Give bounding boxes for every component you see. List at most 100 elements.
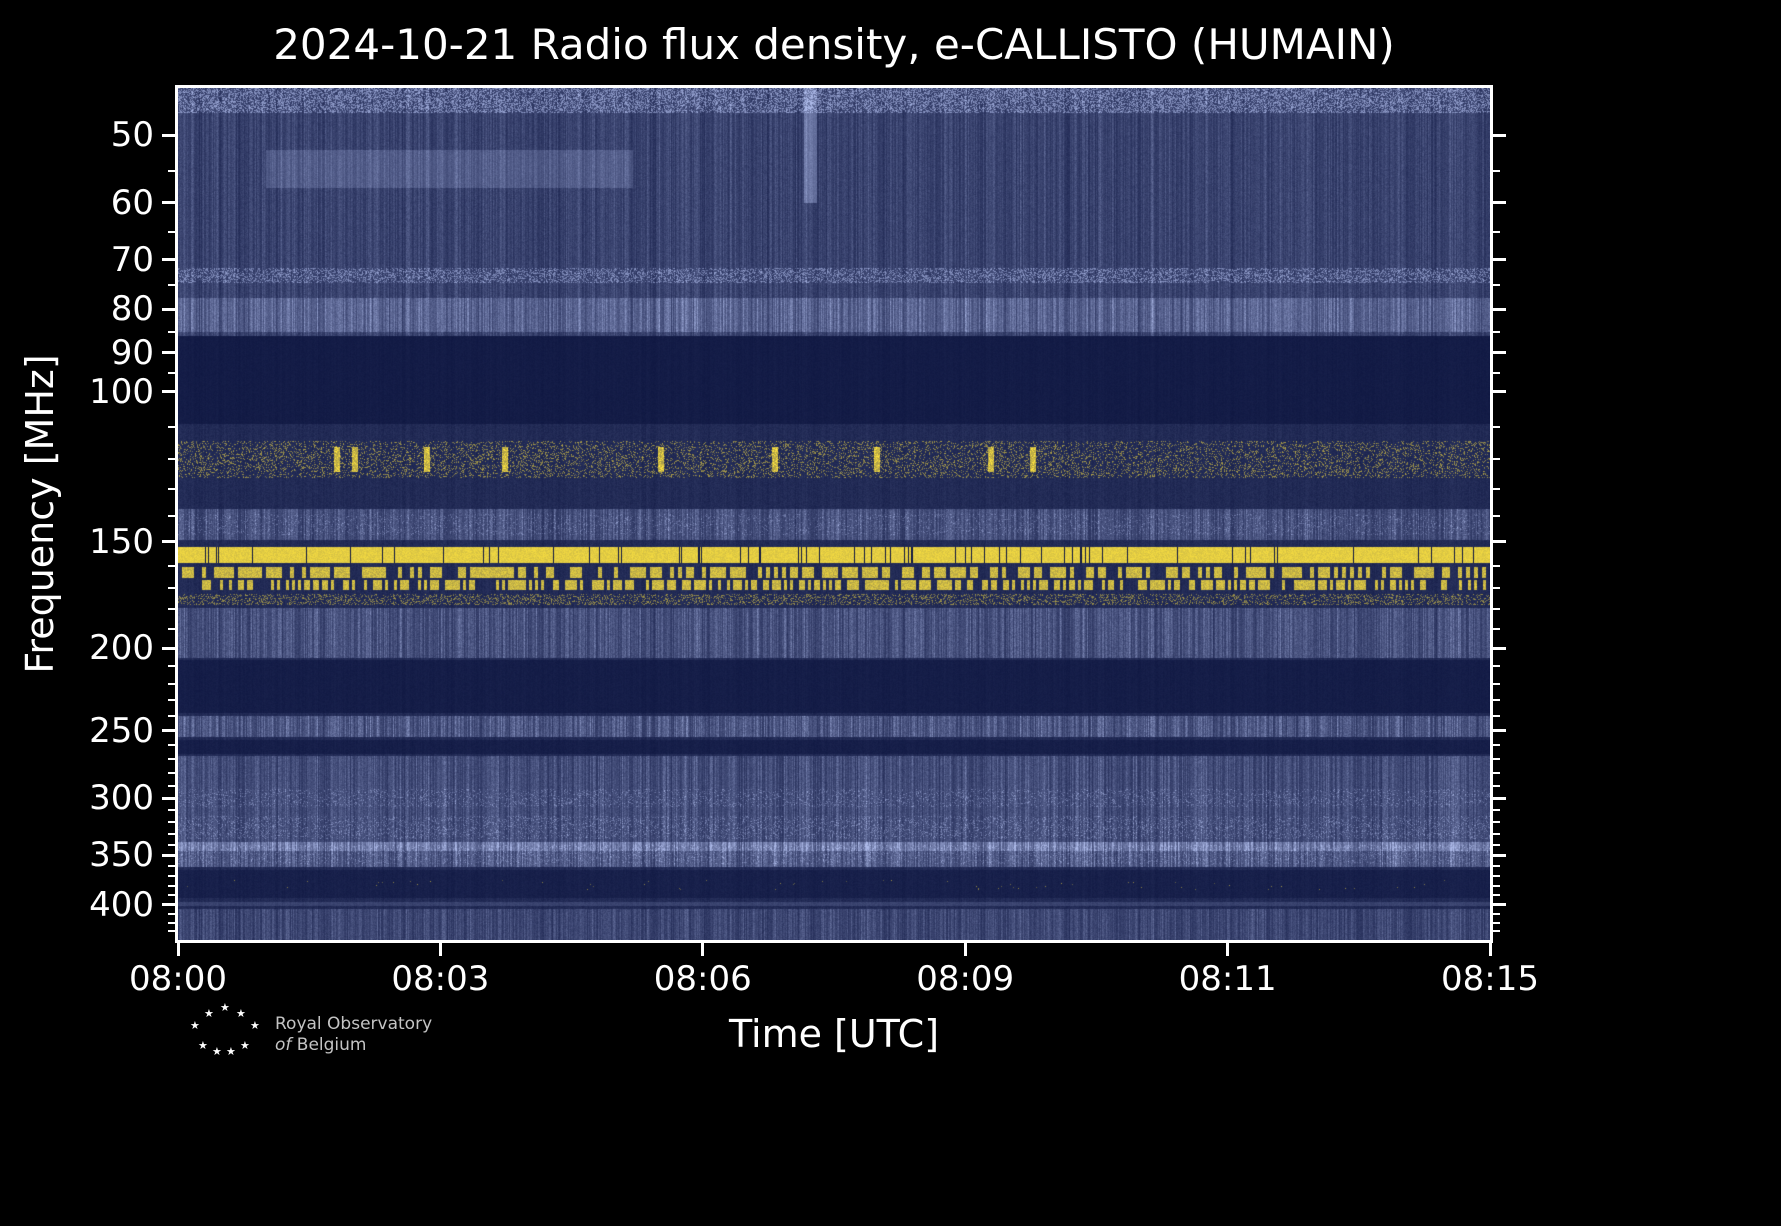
- rob-logo-text: Royal Observatory of Belgium: [275, 1014, 432, 1056]
- tick-mark: [162, 903, 175, 907]
- tick-mark: [1226, 943, 1230, 956]
- tick-mark: [168, 169, 175, 172]
- tick-mark: [1493, 169, 1500, 172]
- tick-mark: [1493, 390, 1506, 394]
- tick-mark: [168, 912, 175, 915]
- tick-mark: [1493, 258, 1506, 262]
- tick-mark: [168, 330, 175, 333]
- tick-mark: [1493, 843, 1500, 846]
- tick-mark: [1493, 231, 1500, 234]
- tick-mark: [168, 515, 175, 518]
- tick-mark: [1493, 371, 1500, 374]
- y-tick-label: 350: [89, 835, 154, 876]
- tick-mark: [1493, 729, 1506, 733]
- tick-mark: [1493, 758, 1500, 761]
- tick-mark: [1493, 608, 1500, 611]
- y-tick-label: 250: [89, 710, 154, 751]
- tick-mark: [1493, 796, 1506, 800]
- tick-mark: [1493, 682, 1500, 685]
- tick-mark: [1493, 853, 1506, 857]
- tick-mark: [168, 832, 175, 835]
- tick-mark: [162, 796, 175, 800]
- y-tick-label: 100: [89, 371, 154, 412]
- rob-logo-line1: Royal Observatory: [275, 1014, 433, 1034]
- star-icon: ★: [236, 1007, 246, 1020]
- tick-mark: [1493, 784, 1500, 787]
- tick-mark: [168, 921, 175, 924]
- star-icon: ★: [226, 1045, 236, 1058]
- tick-mark: [1493, 587, 1500, 590]
- tick-mark: [1493, 809, 1500, 812]
- tick-mark: [1493, 426, 1500, 429]
- tick-mark: [1493, 330, 1500, 333]
- chart-title: 2024-10-21 Radio flux density, e-CALLIST…: [273, 20, 1395, 69]
- tick-mark: [168, 587, 175, 590]
- star-icon: ★: [212, 1045, 222, 1058]
- tick-mark: [168, 864, 175, 867]
- x-tick-label: 08:09: [916, 959, 1015, 999]
- tick-mark: [162, 201, 175, 205]
- tick-mark: [168, 458, 175, 461]
- rob-logo-line2-belgium: Belgium: [291, 1035, 367, 1055]
- rob-logo-line2: of Belgium: [275, 1035, 432, 1056]
- rob-logo: ★ ★ ★ ★ ★ ★ ★ ★ ★ Royal Observatory of Belgium: [182, 1000, 482, 1066]
- star-icon: ★: [204, 1007, 214, 1020]
- tick-mark: [168, 784, 175, 787]
- tick-mark: [162, 258, 175, 262]
- tick-mark: [168, 714, 175, 717]
- tick-mark: [963, 943, 967, 956]
- tick-mark: [168, 284, 175, 287]
- tick-mark: [168, 426, 175, 429]
- tick-mark: [1493, 884, 1500, 887]
- x-tick-label: 08:15: [1441, 959, 1539, 999]
- tick-mark: [1493, 874, 1500, 877]
- y-tick-label: 400: [89, 884, 154, 925]
- tick-mark: [162, 646, 175, 650]
- x-tick-label: 08:00: [129, 959, 227, 999]
- y-tick-label: 150: [89, 521, 154, 562]
- y-tick-label: 50: [110, 115, 154, 156]
- tick-mark: [1493, 284, 1500, 287]
- tick-mark: [168, 821, 175, 824]
- tick-mark: [168, 371, 175, 374]
- tick-mark: [1493, 540, 1506, 544]
- tick-mark: [1493, 665, 1500, 668]
- tick-mark: [168, 608, 175, 611]
- tick-mark: [168, 665, 175, 668]
- tick-mark: [162, 729, 175, 733]
- tick-mark: [162, 390, 175, 394]
- tick-mark: [168, 930, 175, 933]
- tick-mark: [168, 809, 175, 812]
- tick-mark: [701, 943, 705, 956]
- tick-mark: [1493, 714, 1500, 717]
- star-icon: ★: [220, 1001, 230, 1014]
- tick-mark: [162, 351, 175, 355]
- tick-mark: [1493, 903, 1506, 907]
- tick-mark: [1493, 564, 1500, 567]
- tick-mark: [168, 744, 175, 747]
- star-icon: ★: [190, 1019, 200, 1032]
- tick-mark: [162, 133, 175, 137]
- tick-mark: [168, 487, 175, 490]
- tick-mark: [168, 771, 175, 774]
- tick-mark: [438, 943, 442, 956]
- tick-mark: [168, 628, 175, 631]
- tick-mark: [168, 682, 175, 685]
- tick-mark: [168, 874, 175, 877]
- star-icon: ★: [240, 1039, 250, 1052]
- spectrogram-canvas: [178, 88, 1490, 940]
- tick-mark: [1488, 943, 1492, 956]
- tick-mark: [168, 894, 175, 897]
- y-tick-label: 80: [110, 289, 154, 330]
- tick-mark: [1493, 458, 1500, 461]
- tick-mark: [1493, 821, 1500, 824]
- star-icon: ★: [250, 1019, 260, 1032]
- tick-mark: [168, 843, 175, 846]
- tick-mark: [168, 231, 175, 234]
- x-tick-label: 08:11: [1178, 959, 1277, 999]
- tick-mark: [1493, 646, 1506, 650]
- tick-mark: [162, 540, 175, 544]
- tick-mark: [176, 943, 180, 956]
- tick-mark: [1493, 628, 1500, 631]
